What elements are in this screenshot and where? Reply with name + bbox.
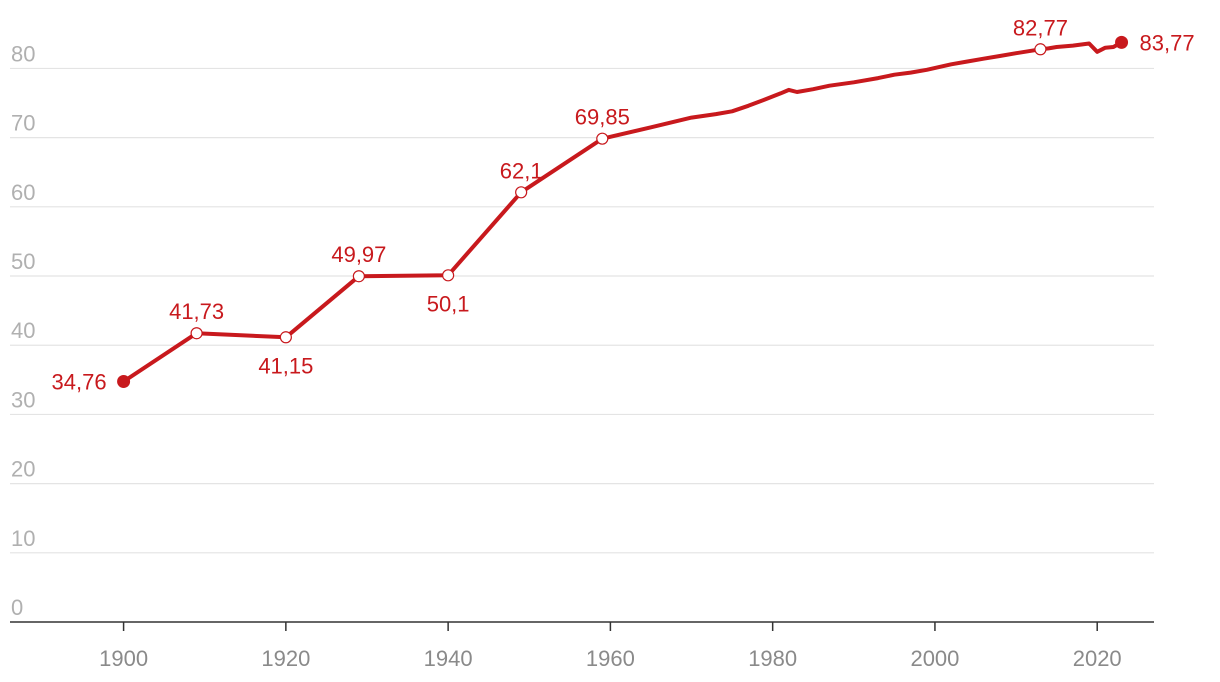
x-tick-label: 2020 <box>1073 646 1122 671</box>
y-tick-label: 40 <box>11 318 35 343</box>
data-point-marker <box>1034 43 1047 56</box>
x-tick-label: 1940 <box>424 646 473 671</box>
y-tick-label: 50 <box>11 249 35 274</box>
data-point-marker <box>190 327 203 340</box>
data-label: 82,77 <box>1013 15 1068 40</box>
data-markers <box>117 35 1129 388</box>
data-label: 69,85 <box>575 105 630 130</box>
y-axis-ticks: 0 10 20 30 40 50 60 70 80 <box>11 41 35 620</box>
gridlines <box>10 67 1154 554</box>
data-label: 50,1 <box>427 291 470 316</box>
data-point-marker-filled <box>117 374 131 388</box>
x-tick-label: 1900 <box>99 646 148 671</box>
data-point-marker <box>279 331 292 344</box>
data-point-marker-filled <box>1115 35 1129 49</box>
data-point-marker <box>352 270 365 283</box>
life-expectancy-line <box>121 40 1124 384</box>
data-point-marker <box>596 132 609 145</box>
y-tick-label: 10 <box>11 526 35 551</box>
y-tick-label: 70 <box>11 111 35 136</box>
data-labels: 34,76 41,73 41,15 49,97 50,1 62,1 69,85 82,77 83… <box>52 15 1195 394</box>
y-tick-label: 20 <box>11 457 35 482</box>
x-tick-label: 1960 <box>586 646 635 671</box>
x-tick-label: 1920 <box>261 646 310 671</box>
x-tick-label: 1980 <box>748 646 797 671</box>
y-tick-label: 60 <box>11 180 35 205</box>
data-label: 62,1 <box>500 158 543 183</box>
x-tick-label: 2000 <box>910 646 959 671</box>
data-label: 49,97 <box>331 242 386 267</box>
data-label: 41,15 <box>258 353 313 378</box>
y-tick-label: 80 <box>11 41 35 66</box>
data-label: 83,77 <box>1140 30 1195 55</box>
data-label: 41,73 <box>169 299 224 324</box>
y-tick-label: 30 <box>11 387 35 412</box>
data-point-marker <box>515 186 528 199</box>
x-axis-ticks: 1900 1920 1940 1960 1980 2000 2020 <box>99 622 1122 671</box>
data-label: 34,76 <box>52 369 107 394</box>
y-tick-label: 0 <box>11 595 23 620</box>
data-point-marker <box>442 269 455 282</box>
